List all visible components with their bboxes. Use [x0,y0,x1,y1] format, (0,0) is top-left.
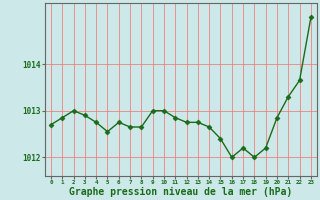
X-axis label: Graphe pression niveau de la mer (hPa): Graphe pression niveau de la mer (hPa) [69,186,292,197]
